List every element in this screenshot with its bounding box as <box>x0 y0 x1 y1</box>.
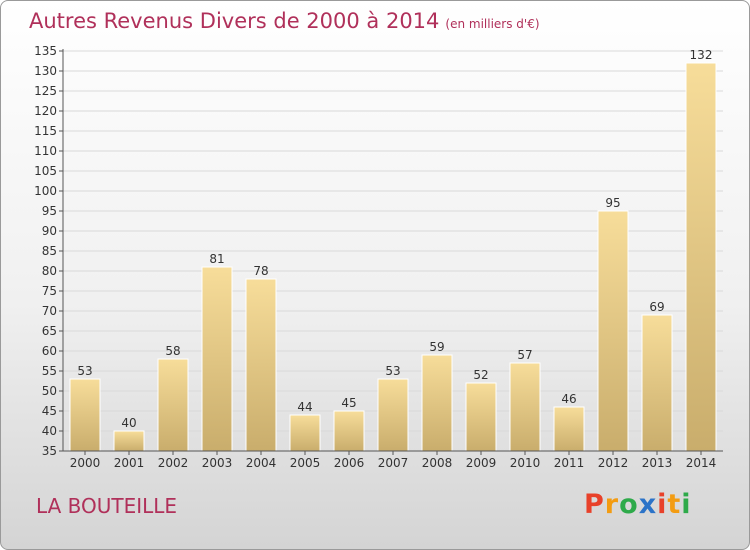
x-tick-label: 2010 <box>510 456 541 470</box>
x-tick-label: 2006 <box>334 456 365 470</box>
y-tick-label: 80 <box>42 264 57 278</box>
x-tick-label: 2012 <box>598 456 629 470</box>
bar <box>245 278 277 452</box>
data-label: 53 <box>385 364 400 378</box>
y-tick-label: 55 <box>42 364 57 378</box>
y-tick-label: 65 <box>42 324 57 338</box>
x-tick-label: 2004 <box>246 456 277 470</box>
labels: 35 40 45 50 55 60 65 70 75 80 85 90 95 100 105 110 115 12… <box>34 44 716 470</box>
x-tick-label: 2001 <box>114 456 145 470</box>
y-tick-label: 105 <box>34 164 57 178</box>
x-tick-label: 2003 <box>202 456 233 470</box>
data-label: 58 <box>165 344 180 358</box>
bar <box>333 410 365 452</box>
y-tick-label: 35 <box>42 444 57 458</box>
y-tick-label: 60 <box>42 344 57 358</box>
y-tick-label: 40 <box>42 424 57 438</box>
y-tick-label: 135 <box>34 44 57 58</box>
y-tick-label: 100 <box>34 184 57 198</box>
y-tick-label: 85 <box>42 244 57 258</box>
data-label: 57 <box>517 348 532 362</box>
data-label: 95 <box>605 196 620 210</box>
y-tick-label: 90 <box>42 224 57 238</box>
logo-letter: t <box>667 489 682 520</box>
data-label: 53 <box>77 364 92 378</box>
x-tick-label: 2005 <box>290 456 321 470</box>
bar <box>69 378 101 452</box>
y-tick-label: 125 <box>34 84 57 98</box>
data-label: 45 <box>341 396 356 410</box>
x-tick-label: 2007 <box>378 456 409 470</box>
data-label: 132 <box>690 48 713 62</box>
y-tick-label: 50 <box>42 384 57 398</box>
data-label: 46 <box>561 392 576 406</box>
data-label: 69 <box>649 300 664 314</box>
data-label: 40 <box>121 416 136 430</box>
bar <box>113 430 145 452</box>
data-label: 78 <box>253 264 268 278</box>
bar <box>201 266 233 452</box>
bars <box>69 62 717 452</box>
y-tick-label: 75 <box>42 284 57 298</box>
x-tick-label: 2008 <box>422 456 453 470</box>
logo-letter: r <box>604 489 620 520</box>
data-label: 81 <box>209 252 224 266</box>
bar <box>157 358 189 452</box>
chart-title-main: Autres Revenus Divers de 2000 à 2014 <box>29 9 440 33</box>
logo-letter: x <box>638 489 658 520</box>
y-tick-label: 95 <box>42 204 57 218</box>
logo-letter: o <box>619 489 639 520</box>
bar <box>509 362 541 452</box>
x-tick-label: 2002 <box>158 456 189 470</box>
x-tick-label: 2009 <box>466 456 497 470</box>
bar <box>597 210 629 452</box>
y-tick-label: 120 <box>34 104 57 118</box>
data-label: 52 <box>473 368 488 382</box>
x-tick-label: 2014 <box>686 456 717 470</box>
bar <box>465 382 497 452</box>
commune-name: LA BOUTEILLE <box>36 494 178 518</box>
x-tick-label: 2011 <box>554 456 585 470</box>
chart-title-subtitle: (en milliers d'€) <box>445 17 540 31</box>
bar <box>421 354 453 452</box>
axes <box>59 49 723 455</box>
x-tick-label: 2000 <box>70 456 101 470</box>
y-tick-label: 70 <box>42 304 57 318</box>
x-tick-label: 2013 <box>642 456 673 470</box>
data-label: 59 <box>429 340 444 354</box>
chart-title: Autres Revenus Divers de 2000 à 2014 (en … <box>29 9 540 33</box>
logo-letter: i <box>657 489 668 520</box>
y-tick-label: 110 <box>34 144 57 158</box>
logo-letter: P <box>584 489 605 520</box>
bar <box>377 378 409 452</box>
data-label: 44 <box>297 400 312 414</box>
bar <box>641 314 673 452</box>
y-tick-label: 115 <box>34 124 57 138</box>
y-tick-label: 45 <box>42 404 57 418</box>
bar <box>289 414 321 452</box>
bar <box>685 62 717 452</box>
logo-letter: i <box>681 489 692 520</box>
proxiti-logo: Proxiti <box>584 489 692 520</box>
bar <box>553 406 585 452</box>
y-tick-label: 130 <box>34 64 57 78</box>
